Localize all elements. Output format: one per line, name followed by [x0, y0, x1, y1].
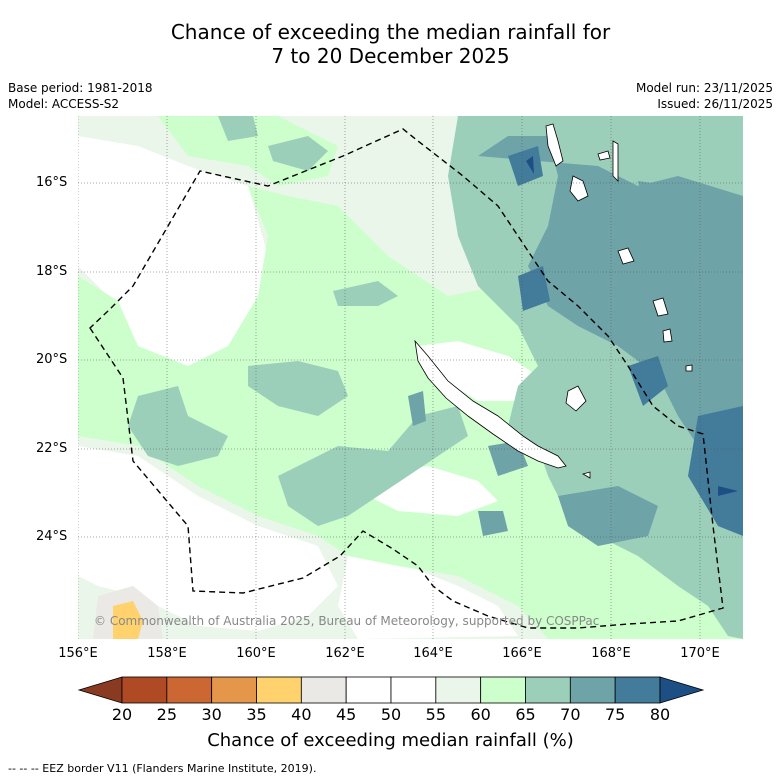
title-line-2: 7 to 20 December 2025 [271, 44, 510, 68]
colorbar-segment [121, 676, 168, 704]
colorbar-segment [435, 676, 482, 704]
darkblue-region-north [526, 156, 534, 174]
colorbar-segment [480, 676, 526, 704]
rainfall-map: © Commonwealth of Australia 2025, Bureau… [78, 116, 743, 639]
lon-label-170e: 170°E [680, 646, 720, 661]
lat-label-22s: 22°S [36, 441, 68, 456]
vanuatu-island-3 [597, 150, 611, 161]
lon-label-164e: 164°E [413, 646, 453, 661]
copyright-text: © Commonwealth of Australia 2025, Bureau… [94, 614, 600, 628]
colorbar-segments [77, 676, 705, 704]
colorbar-segment [166, 676, 213, 704]
base-period: Base period: 1981-2018 [8, 81, 153, 95]
lon-label-162e: 162°E [325, 646, 365, 661]
blue-region-east [628, 356, 668, 406]
lat-label-20s: 20°S [36, 352, 68, 367]
darkblue-region-east [718, 486, 738, 496]
colorbar-tick-label: 80 [649, 705, 671, 724]
chart-title: Chance of exceeding the median rainfall … [0, 20, 781, 68]
eez-footnote: -- -- -- EEZ border V11 (Flanders Marine… [8, 762, 317, 775]
lon-label-160e: 160°E [236, 646, 276, 661]
yellow-region-southwest [113, 601, 143, 639]
lon-label-168e: 168°E [591, 646, 631, 661]
colorbar-segment [256, 676, 302, 704]
teal-region-west [128, 386, 228, 466]
issued-date: Issued: 26/11/2025 [657, 97, 773, 111]
darker-teal-blob [408, 391, 426, 426]
colorbar-tick-label: 25 [156, 705, 177, 724]
colorbar-tick-label: 30 [201, 705, 222, 724]
lon-label-156e: 156°E [58, 646, 98, 661]
new-caledonia-island [414, 339, 567, 469]
small-island [581, 471, 591, 479]
map-svg [78, 116, 743, 639]
colorbar-tick-label: 45 [335, 705, 357, 724]
teal-region-center [278, 406, 468, 526]
colorbar-tick-label: 75 [604, 705, 626, 724]
vanuatu-island-7 [662, 328, 673, 343]
colorbar-tick-label: 55 [425, 705, 446, 724]
teal-region-north2 [218, 116, 258, 141]
colorbar-tick-label: 70 [560, 705, 581, 724]
lat-label-16s: 16°S [36, 175, 68, 190]
colorbar-tick-label: 50 [380, 705, 402, 724]
lon-label-158e: 158°E [147, 646, 187, 661]
colorbar-extend-high [659, 676, 705, 704]
colorbar-label: Chance of exceeding median rainfall (%) [207, 730, 574, 751]
colorbar-segment [300, 676, 347, 704]
colorbar-segment [211, 676, 257, 704]
title-line-1: Chance of exceeding the median rainfall … [170, 20, 611, 44]
colorbar-tick-label: 60 [470, 705, 491, 724]
white-region-south [338, 556, 518, 639]
vanuatu-island-5 [617, 247, 635, 265]
colorbar-extend-low [77, 676, 123, 704]
meta-right: Model run: 23/11/2025 Issued: 26/11/2025 [636, 80, 773, 112]
vanuatu-island-8 [685, 364, 693, 372]
colorbar-tick-label: 65 [515, 705, 536, 724]
vanuatu-island-4 [612, 140, 619, 182]
white-region-newcaledonia [418, 341, 538, 401]
colorbar-tick-label: 20 [111, 705, 133, 724]
eez-border [89, 128, 724, 629]
meta-left: Base period: 1981-2018 Model: ACCESS-S2 [8, 80, 153, 112]
green-region-north [158, 116, 338, 186]
darker-teal-region-south [558, 486, 658, 546]
blue-region-southeast [688, 406, 743, 536]
teal-region-small [333, 281, 398, 306]
darker-teal-blob-3 [638, 181, 673, 211]
darker-teal-region-east [478, 136, 743, 446]
colorbar-segment [345, 676, 392, 704]
model-name: Model: ACCESS-S2 [8, 97, 120, 111]
lat-label-18s: 18°S [36, 264, 68, 279]
darker-teal-blob-2 [478, 511, 508, 536]
model-run: Model run: 23/11/2025 [635, 81, 773, 95]
teal-region-north [268, 136, 328, 171]
lat-label-24s: 24°S [36, 529, 68, 544]
colorbar-tick-label: 40 [291, 705, 312, 724]
blue-region-north [508, 146, 543, 186]
vanuatu-island-1 [545, 123, 564, 167]
blue-region-mid [518, 266, 550, 311]
colorbar-tick-label: 35 [246, 705, 267, 724]
lon-label-166e: 166°E [502, 646, 542, 661]
loyalty-island [565, 385, 587, 412]
colorbar-segment [569, 676, 616, 704]
white-region-southwest [78, 446, 338, 631]
gridlines [78, 116, 743, 639]
colorbar-segment [390, 676, 437, 704]
vanuatu-island-2 [569, 175, 589, 202]
colorbar-segment [614, 676, 661, 704]
teal-region-mid [248, 361, 348, 416]
colorbar-segment [525, 676, 571, 704]
vanuatu-island-6 [652, 297, 669, 317]
